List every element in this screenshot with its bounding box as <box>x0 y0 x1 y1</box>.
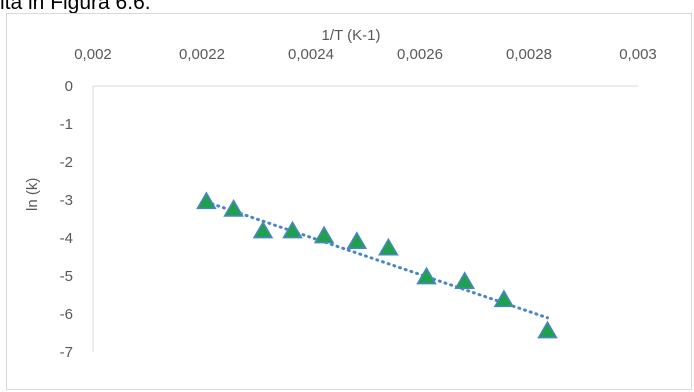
data-point <box>346 231 368 250</box>
data-point <box>196 191 217 210</box>
x-tick-label: 0,0022 <box>179 46 225 63</box>
y-tick-label: -1 <box>60 116 73 133</box>
data-point <box>454 271 476 289</box>
data-point <box>378 237 399 256</box>
x-tick-label: 0,002 <box>74 46 112 63</box>
data-point <box>282 220 303 239</box>
chart-frame <box>6 13 692 390</box>
x-tick-label: 0,0026 <box>397 46 443 63</box>
axes-group <box>92 85 638 352</box>
data-point <box>313 225 335 244</box>
y-tick-label: -7 <box>60 344 73 361</box>
x-tick-label: 0,003 <box>619 46 657 63</box>
y-tick-label: -5 <box>60 268 73 285</box>
data-point <box>252 220 274 239</box>
y-tick-label: -2 <box>60 154 73 171</box>
trendline-group <box>204 200 550 320</box>
y-tick-label: -6 <box>60 306 73 323</box>
document-text-fragment: ita in Figura 6.6. <box>0 0 151 14</box>
data-point <box>493 289 515 308</box>
y-tick-label: -4 <box>60 230 73 247</box>
y-tick-label: -3 <box>60 192 73 209</box>
x-tick-label: 0,0024 <box>288 46 334 63</box>
labels-group: 0,002 0,0022 0,0024 0,0026 0,0028 0,003 0 -1 -2 -… <box>24 27 657 361</box>
trendline <box>204 200 550 320</box>
data-point <box>537 320 558 339</box>
data-point <box>416 266 437 285</box>
data-points-group <box>196 191 558 339</box>
x-tick-label: 0,0028 <box>506 46 552 63</box>
y-axis-title: ln (k) <box>24 178 41 211</box>
x-axis-title: 1/T (K-1) <box>322 27 381 44</box>
data-point <box>223 199 244 217</box>
y-tick-label: 0 <box>65 78 73 95</box>
